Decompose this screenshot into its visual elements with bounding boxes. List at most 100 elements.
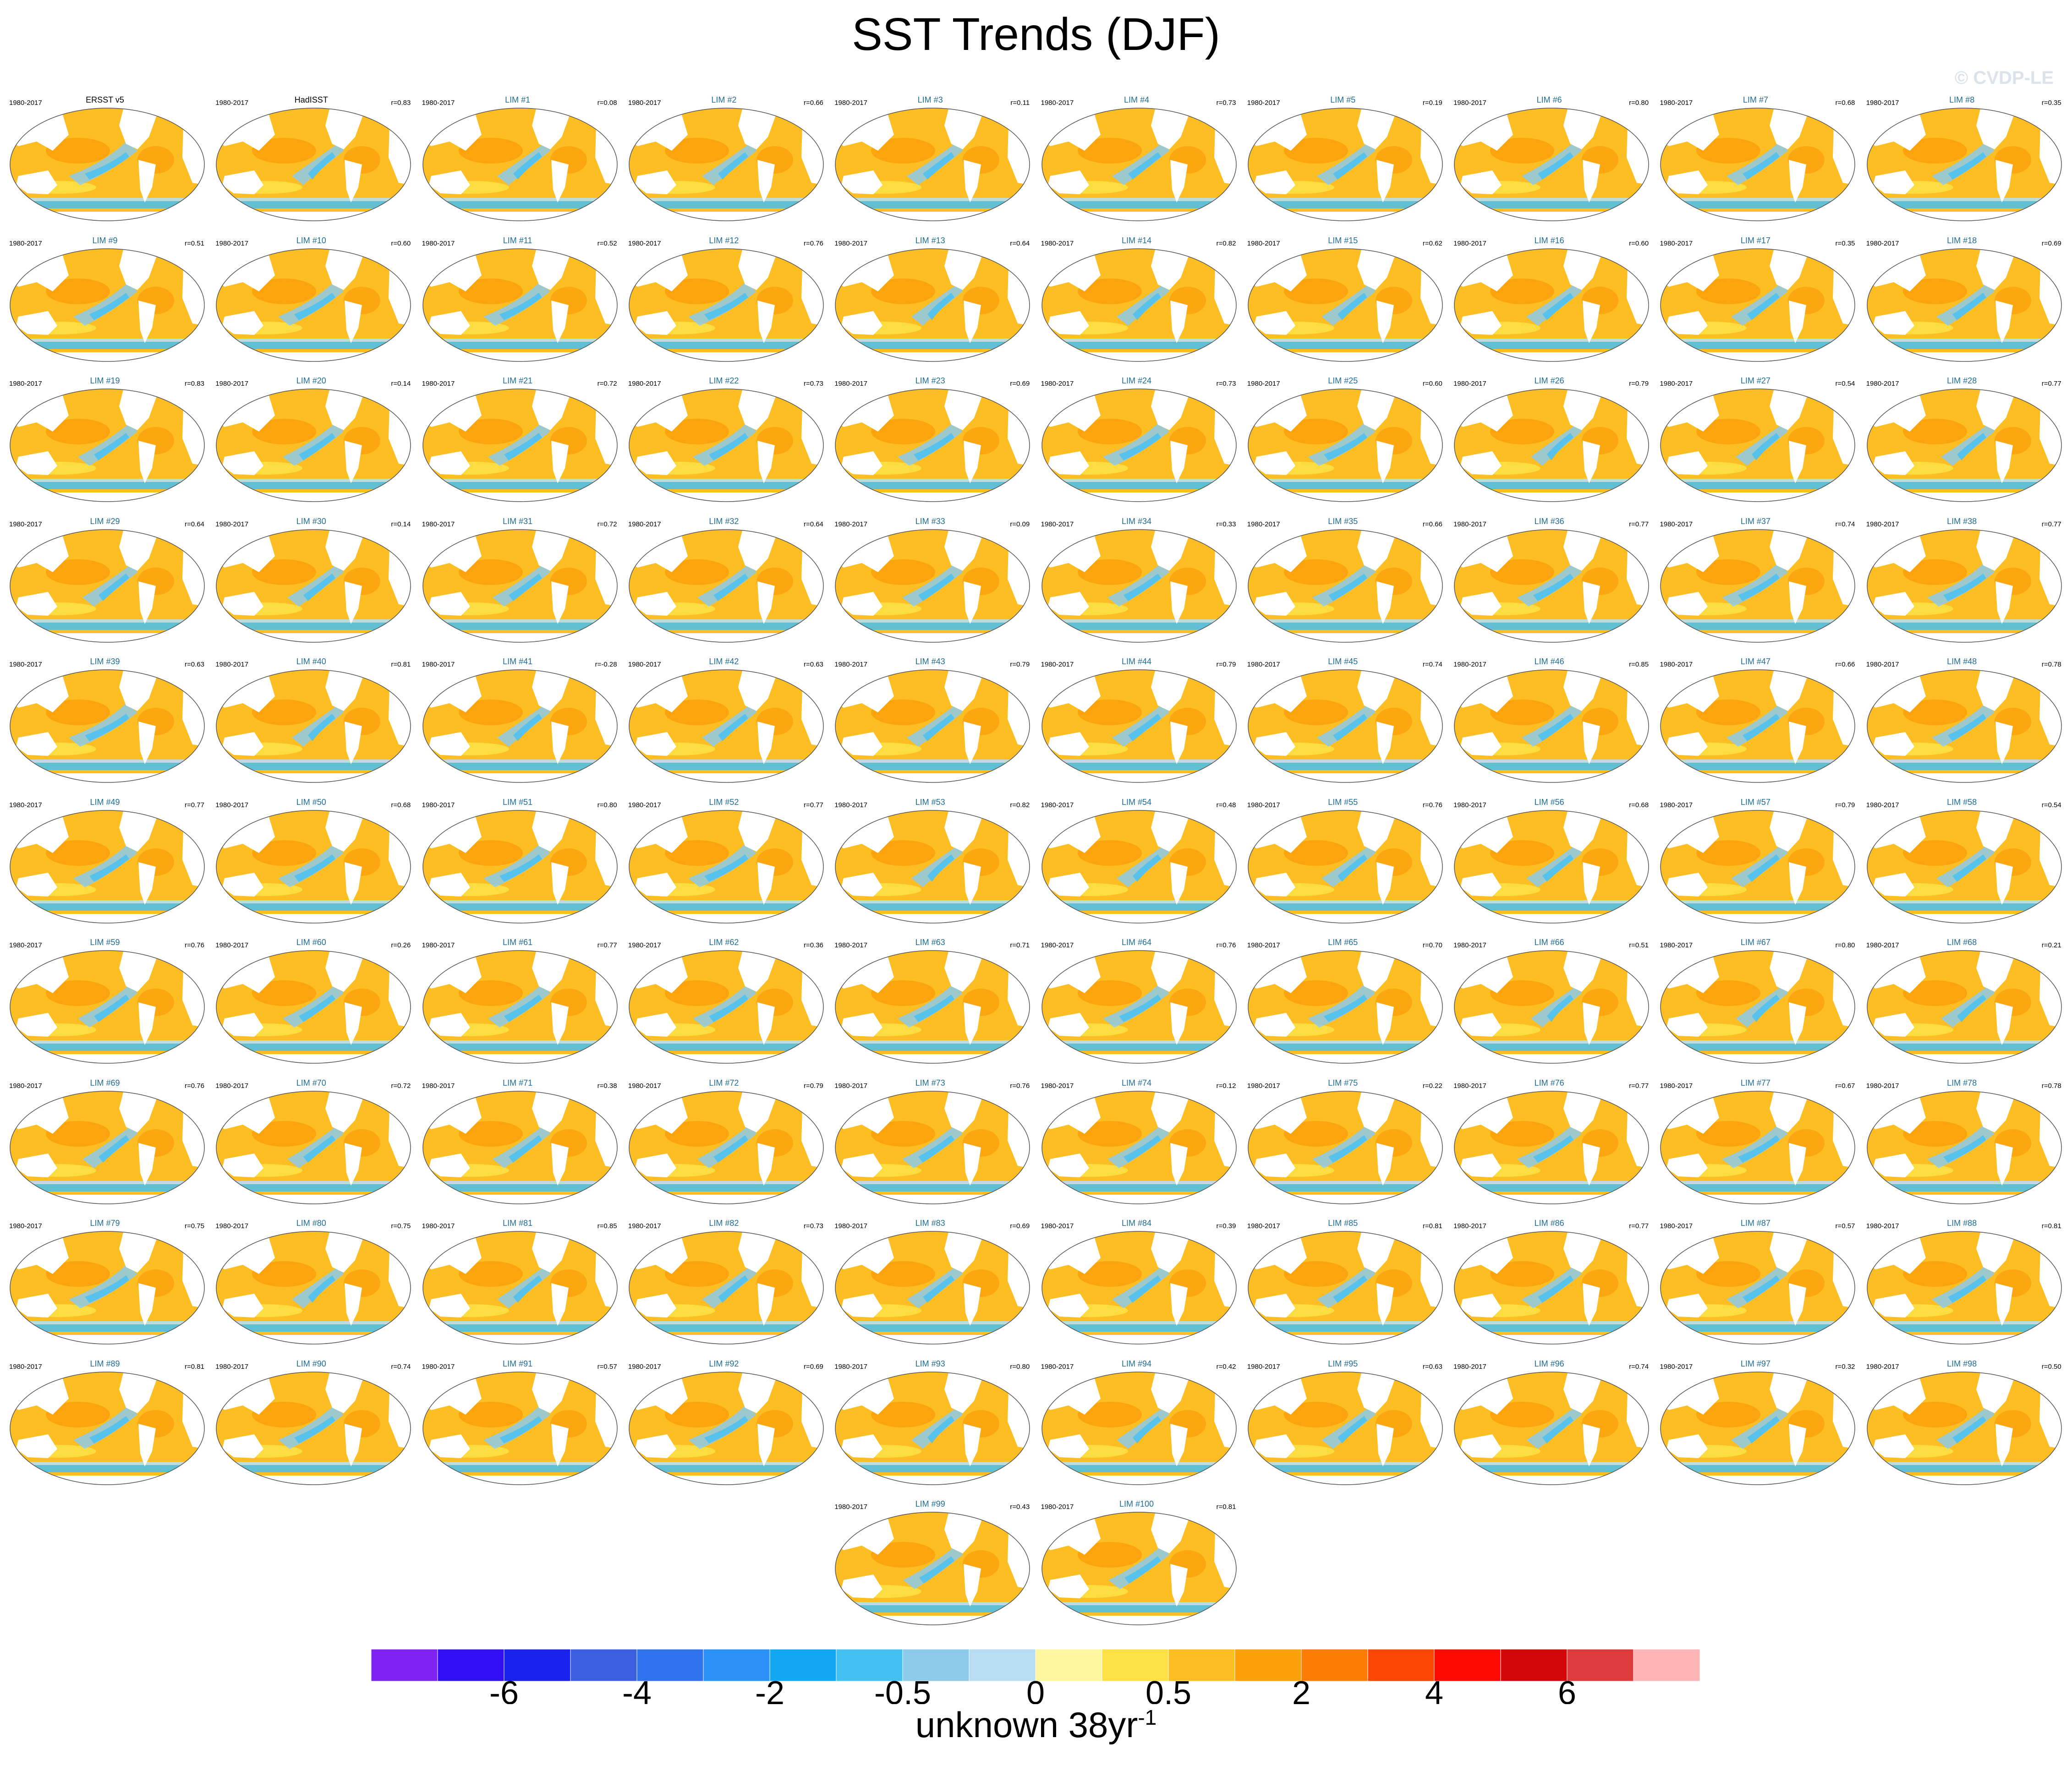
map-panel: 1980-2017 LIM #76 r=0.77	[1446, 1078, 1652, 1216]
map-panel: 1980-2017 LIM #41 r=-0.28	[415, 657, 621, 794]
panel-period: 1980-2017	[1247, 99, 1280, 107]
sst-trend-map	[1866, 950, 2062, 1064]
map-panel: 1980-2017 LIM #57 r=0.79	[1652, 798, 1858, 935]
sst-trend-map	[216, 529, 411, 643]
panel-correlation: r=0.63	[803, 661, 823, 668]
colorbar-segment	[1102, 1649, 1169, 1682]
map-panel: 1980-2017 LIM #99 r=0.43	[827, 1499, 1033, 1637]
map-panel: 1980-2017 LIM #6 r=0.80	[1446, 95, 1652, 233]
sst-trend-map	[10, 108, 205, 221]
panel-period: 1980-2017	[834, 1082, 867, 1090]
sst-trend-map	[10, 529, 205, 643]
map-panel: 1980-2017 LIM #19 r=0.83	[2, 376, 208, 514]
map-panel: 1980-2017 LIM #38 r=0.77	[1859, 517, 2065, 654]
panel-period: 1980-2017	[1247, 1222, 1280, 1230]
panel-period: 1980-2017	[1866, 801, 1899, 809]
panel-title: LIM #17	[1740, 235, 1771, 245]
panel-period: 1980-2017	[1660, 99, 1693, 107]
panel-period: 1980-2017	[1866, 1362, 1899, 1371]
panel-period: 1980-2017	[1247, 380, 1280, 388]
panel-correlation: r=0.33	[1216, 520, 1236, 528]
panel-title: LIM #54	[1121, 797, 1152, 807]
panel-period: 1980-2017	[9, 1362, 42, 1371]
sst-trend-map	[1041, 669, 1237, 783]
panel-period: 1980-2017	[1660, 380, 1693, 388]
sst-trend-map	[422, 388, 618, 502]
panel-correlation: r=0.75	[185, 1222, 204, 1230]
panel-period: 1980-2017	[1866, 520, 1899, 528]
sst-trend-map	[1248, 809, 1443, 924]
sst-trend-map	[216, 388, 411, 502]
panel-correlation: r=0.79	[1216, 661, 1236, 668]
colorbar-segment	[1367, 1649, 1435, 1682]
sst-trend-map	[1248, 1371, 1443, 1485]
panel-correlation: r=0.63	[185, 661, 204, 668]
sst-trend-map	[1041, 248, 1237, 362]
panel-correlation: r=0.62	[1422, 239, 1442, 247]
sst-trend-map	[1041, 1231, 1237, 1345]
sst-trend-map	[629, 1371, 824, 1485]
map-panel: 1980-2017 LIM #25 r=0.60	[1240, 376, 1446, 514]
map-panel: 1980-2017 LIM #43 r=0.79	[827, 657, 1033, 794]
panel-correlation: r=0.43	[1010, 1503, 1030, 1511]
sst-trend-map	[216, 669, 411, 783]
panel-title: LIM #65	[1328, 938, 1358, 947]
sst-trend-map	[1041, 1371, 1237, 1485]
panel-title: LIM #57	[1740, 797, 1771, 807]
panel-period: 1980-2017	[1660, 661, 1693, 668]
panel-period: 1980-2017	[215, 380, 249, 388]
panel-correlation: r=0.72	[597, 380, 617, 388]
panel-period: 1980-2017	[1866, 239, 1899, 247]
panel-correlation: r=0.66	[803, 99, 823, 107]
panel-correlation: r=0.81	[2041, 1222, 2061, 1230]
panel-title: LIM #63	[915, 938, 945, 947]
panel-correlation: r=0.26	[391, 941, 411, 949]
panel-correlation: r=0.12	[1216, 1082, 1236, 1090]
map-panel: 1980-2017 LIM #78 r=0.78	[1859, 1078, 2065, 1216]
sst-trend-map	[216, 1231, 411, 1345]
panel-correlation: r=0.42	[1216, 1362, 1236, 1371]
panel-title: LIM #61	[503, 938, 533, 947]
panel-period: 1980-2017	[1247, 661, 1280, 668]
panel-title: LIM #46	[1534, 657, 1564, 666]
map-panel: 1980-2017 LIM #60 r=0.26	[208, 938, 414, 1075]
panel-title: LIM #96	[1534, 1359, 1564, 1368]
panel-correlation: r=0.60	[1422, 380, 1442, 388]
map-panel: 1980-2017 LIM #56 r=0.68	[1446, 798, 1652, 935]
map-panel: 1980-2017 LIM #72 r=0.79	[621, 1078, 827, 1216]
sst-trend-map	[1866, 1231, 2062, 1345]
map-panel: 1980-2017 LIM #28 r=0.77	[1859, 376, 2065, 514]
panel-period: 1980-2017	[628, 99, 661, 107]
panel-correlation: r=0.73	[1216, 99, 1236, 107]
map-panel: 1980-2017 LIM #53 r=0.82	[827, 798, 1033, 935]
sst-trend-map	[629, 1231, 824, 1345]
map-panel: 1980-2017 LIM #59 r=0.76	[2, 938, 208, 1075]
panel-correlation: r=0.69	[803, 1362, 823, 1371]
sst-trend-map	[835, 809, 1030, 924]
map-panel: 1980-2017 LIM #48 r=0.78	[1859, 657, 2065, 794]
panel-period: 1980-2017	[9, 1222, 42, 1230]
panel-title: LIM #51	[503, 797, 533, 807]
panel-correlation: r=0.76	[1010, 1082, 1030, 1090]
map-panel: 1980-2017 LIM #92 r=0.69	[621, 1359, 827, 1497]
panel-period: 1980-2017	[1866, 1082, 1899, 1090]
map-panel: 1980-2017 LIM #98 r=0.50	[1859, 1359, 2065, 1497]
panel-title: LIM #80	[296, 1219, 326, 1228]
panel-title: LIM #56	[1534, 797, 1564, 807]
sst-trend-map	[629, 950, 824, 1064]
panel-title: LIM #50	[296, 797, 326, 807]
panel-correlation: r=0.54	[2041, 801, 2061, 809]
sst-trend-map	[1660, 388, 1856, 502]
panel-correlation: r=0.19	[1422, 99, 1442, 107]
panel-correlation: r=0.54	[1835, 380, 1855, 388]
sst-trend-map	[10, 1371, 205, 1485]
panel-title: LIM #16	[1534, 235, 1564, 245]
panel-correlation: r=0.74	[1629, 1362, 1649, 1371]
panel-correlation: r=0.75	[391, 1222, 411, 1230]
map-panel: 1980-2017 LIM #40 r=0.81	[208, 657, 414, 794]
colorbar-segment	[1567, 1649, 1634, 1682]
map-panel: 1980-2017 LIM #16 r=0.60	[1446, 236, 1652, 373]
map-panel: 1980-2017 LIM #5 r=0.19	[1240, 95, 1446, 233]
panel-period: 1980-2017	[1453, 1082, 1486, 1090]
panel-correlation: r=0.66	[1835, 661, 1855, 668]
